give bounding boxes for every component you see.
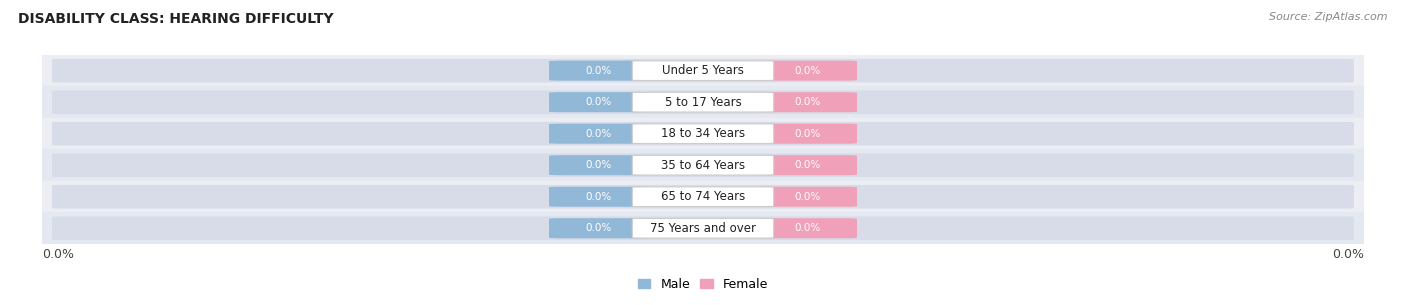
FancyBboxPatch shape — [633, 218, 773, 238]
Bar — [42, 118, 1364, 149]
Bar — [42, 55, 1364, 86]
FancyBboxPatch shape — [52, 59, 1354, 82]
Text: 0.0%: 0.0% — [586, 223, 612, 233]
Bar — [42, 86, 1364, 118]
FancyBboxPatch shape — [52, 217, 1354, 240]
Text: 0.0%: 0.0% — [586, 66, 612, 76]
Bar — [42, 213, 1364, 244]
Text: 0.0%: 0.0% — [586, 129, 612, 139]
Bar — [42, 149, 1364, 181]
FancyBboxPatch shape — [52, 122, 1354, 145]
Text: 18 to 34 Years: 18 to 34 Years — [661, 127, 745, 140]
FancyBboxPatch shape — [633, 155, 773, 175]
FancyBboxPatch shape — [548, 155, 648, 175]
Text: 0.0%: 0.0% — [794, 160, 820, 170]
FancyBboxPatch shape — [633, 61, 773, 81]
FancyBboxPatch shape — [633, 92, 773, 112]
Text: 35 to 64 Years: 35 to 64 Years — [661, 159, 745, 172]
FancyBboxPatch shape — [548, 61, 648, 81]
Text: Source: ZipAtlas.com: Source: ZipAtlas.com — [1270, 12, 1388, 22]
FancyBboxPatch shape — [633, 124, 773, 144]
FancyBboxPatch shape — [52, 90, 1354, 114]
Text: 0.0%: 0.0% — [794, 66, 820, 76]
FancyBboxPatch shape — [758, 155, 858, 175]
Text: 65 to 74 Years: 65 to 74 Years — [661, 190, 745, 203]
Text: 0.0%: 0.0% — [42, 248, 75, 261]
FancyBboxPatch shape — [758, 61, 858, 81]
Text: 0.0%: 0.0% — [586, 97, 612, 107]
Text: 0.0%: 0.0% — [794, 97, 820, 107]
FancyBboxPatch shape — [758, 187, 858, 207]
FancyBboxPatch shape — [758, 92, 858, 112]
FancyBboxPatch shape — [548, 218, 648, 238]
FancyBboxPatch shape — [52, 185, 1354, 209]
Text: Under 5 Years: Under 5 Years — [662, 64, 744, 77]
Text: 0.0%: 0.0% — [1331, 248, 1364, 261]
FancyBboxPatch shape — [548, 124, 648, 144]
Text: DISABILITY CLASS: HEARING DIFFICULTY: DISABILITY CLASS: HEARING DIFFICULTY — [18, 12, 333, 26]
Legend: Male, Female: Male, Female — [638, 278, 768, 291]
FancyBboxPatch shape — [52, 153, 1354, 177]
FancyBboxPatch shape — [548, 187, 648, 207]
FancyBboxPatch shape — [758, 124, 858, 144]
Text: 0.0%: 0.0% — [794, 223, 820, 233]
Text: 75 Years and over: 75 Years and over — [650, 222, 756, 235]
Text: 0.0%: 0.0% — [794, 192, 820, 202]
Text: 0.0%: 0.0% — [586, 160, 612, 170]
FancyBboxPatch shape — [633, 187, 773, 206]
Text: 0.0%: 0.0% — [794, 129, 820, 139]
FancyBboxPatch shape — [548, 92, 648, 112]
Text: 0.0%: 0.0% — [586, 192, 612, 202]
Text: 5 to 17 Years: 5 to 17 Years — [665, 96, 741, 109]
FancyBboxPatch shape — [758, 218, 858, 238]
Bar — [42, 181, 1364, 213]
